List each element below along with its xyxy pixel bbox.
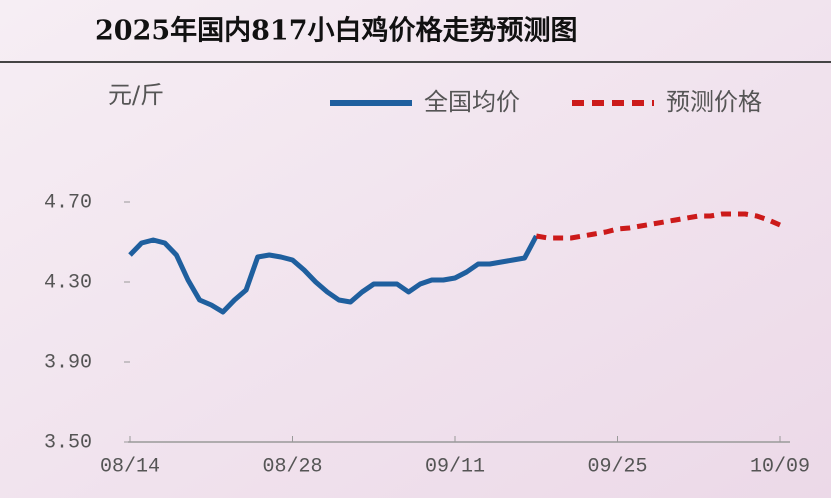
- y-tick-label: 4.30: [44, 271, 92, 294]
- x-tick-label: 10/09: [750, 455, 810, 478]
- x-tick-label: 09/25: [587, 455, 647, 478]
- legend-label: 全国均价: [424, 88, 520, 116]
- x-tick-label: 08/14: [100, 455, 160, 478]
- x-tick-label: 09/11: [425, 455, 485, 478]
- y-tick-label: 4.70: [44, 191, 92, 214]
- series-line: [128, 234, 539, 315]
- y-tick-label: 3.90: [44, 351, 92, 374]
- chart-title: 2025年国内817小白鸡价格走势预测图: [95, 15, 578, 47]
- series-line: [535, 211, 781, 241]
- y-tick-label: 3.50: [44, 431, 92, 454]
- y-axis-label: 元/斤: [108, 81, 164, 109]
- legend-label: 预测价格: [666, 88, 762, 116]
- x-tick-label: 08/28: [262, 455, 322, 478]
